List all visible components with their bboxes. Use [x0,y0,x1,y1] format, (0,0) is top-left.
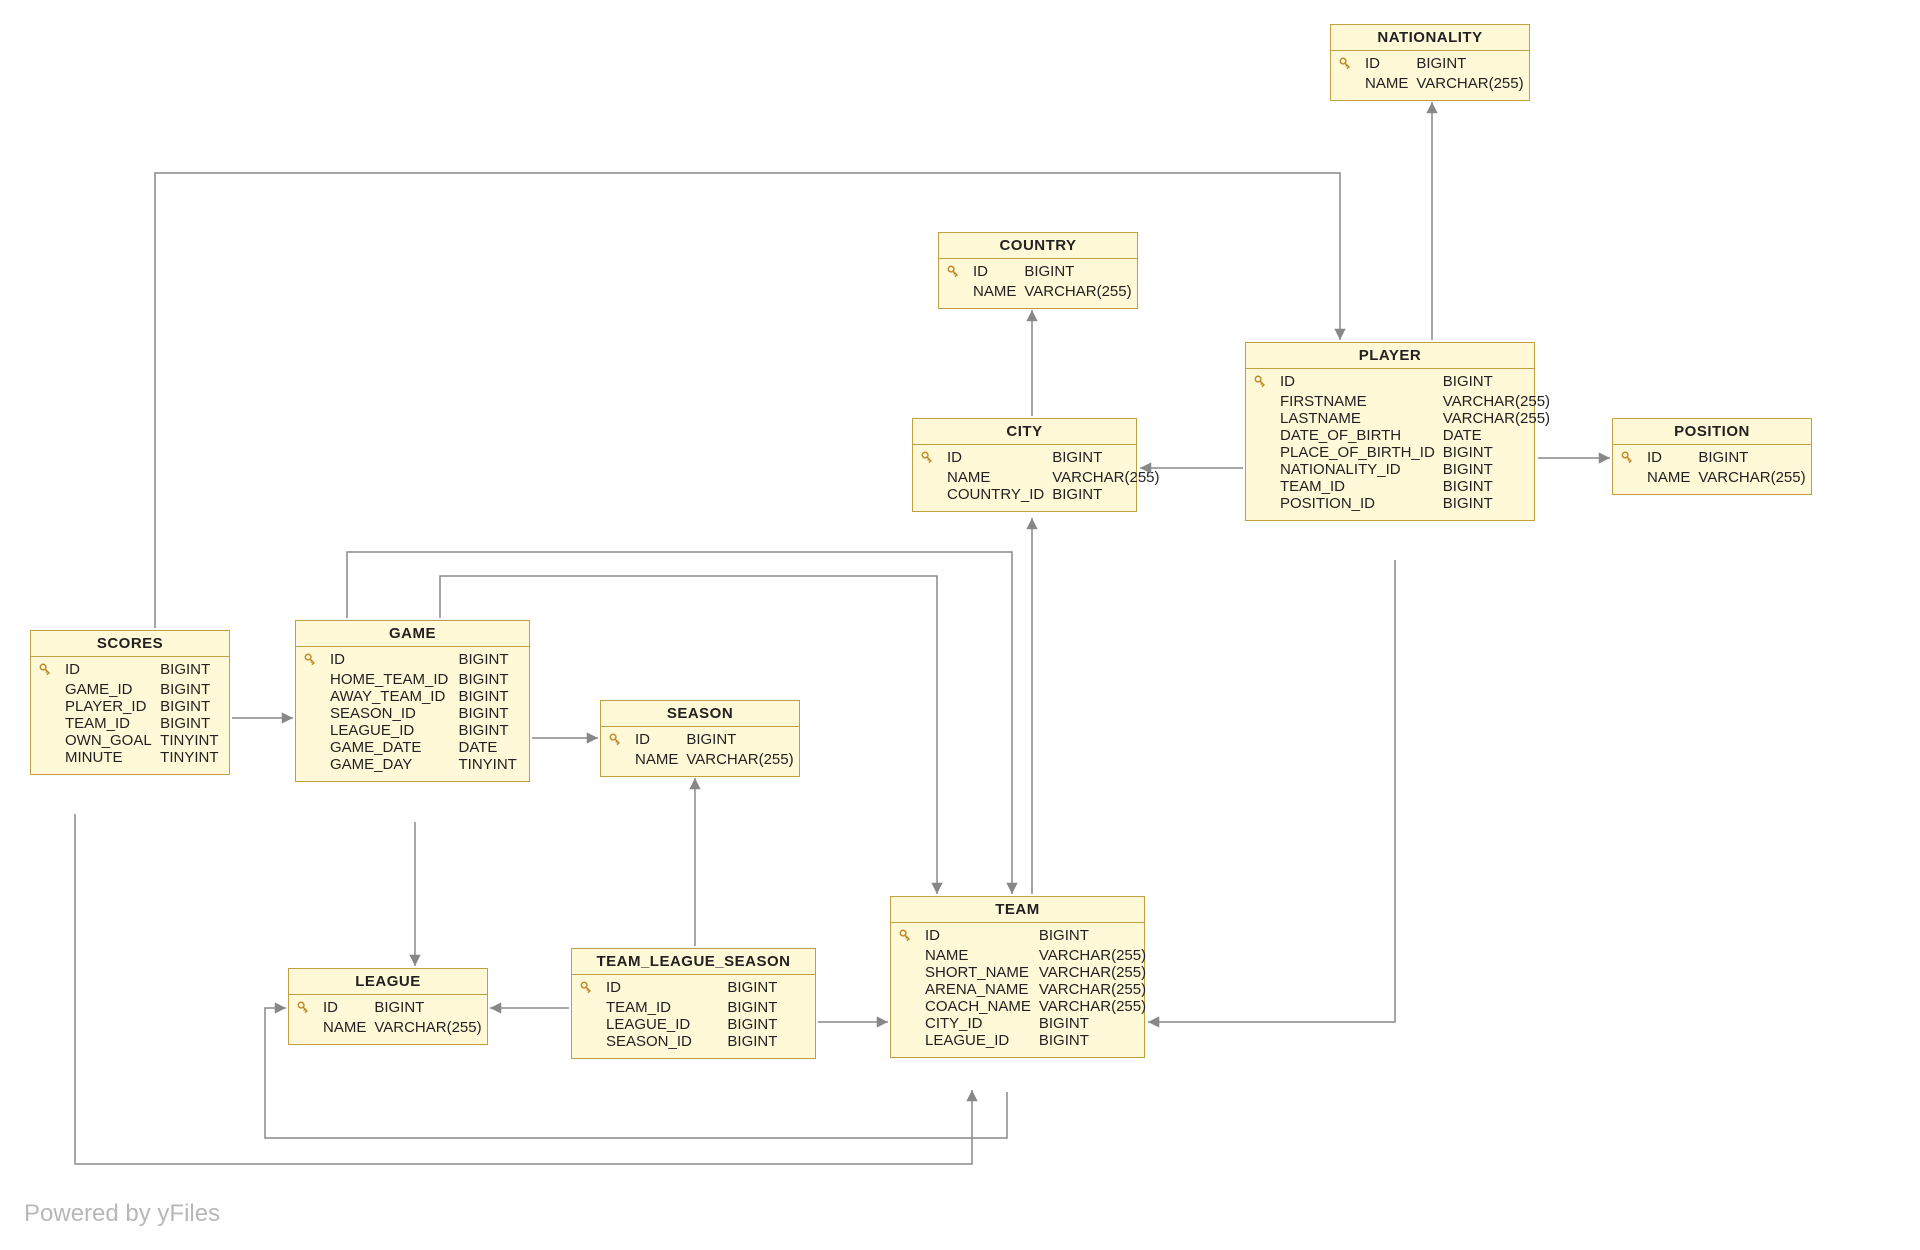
edge-game-team-home [440,576,937,894]
edge-game-team-away [347,552,1012,894]
edge-player-team [1148,560,1395,1022]
edge-team-league [265,1008,1007,1138]
edges-layer [0,0,1920,1250]
edge-scores-player [155,173,1340,628]
edge-scores-team [75,814,972,1164]
watermark: Powered by yFiles [24,1200,220,1228]
